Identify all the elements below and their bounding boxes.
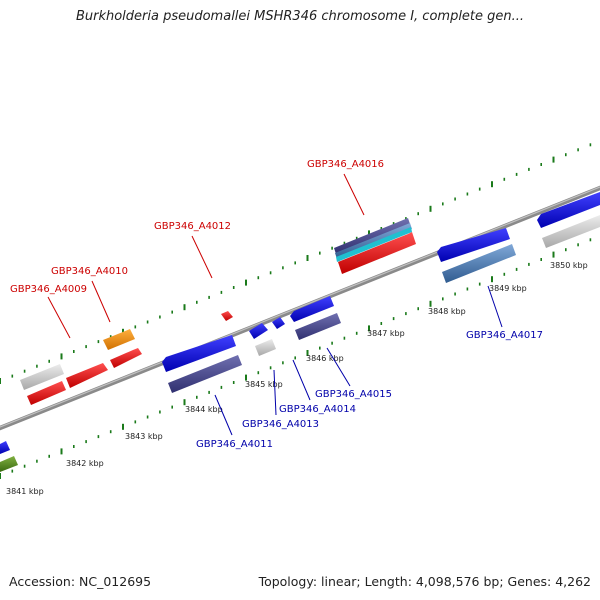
gene-arrow[interactable] [437,228,510,262]
accession-text: Accession: NC_012695 [9,574,152,589]
gene-arrow[interactable] [249,323,268,339]
gene-arrow[interactable] [103,329,135,350]
gene-label-a4015[interactable]: GBP346_A4015 [315,389,392,400]
gene-arrow[interactable] [162,335,236,372]
gene-arrow[interactable] [334,218,410,254]
chromosome-backbone [0,185,600,431]
callout-lines [47,173,503,436]
upper-tick-row [0,143,592,384]
scale-label: 3846 kbp [306,354,344,363]
gene-arrow[interactable] [442,244,516,283]
gene-label-a4009[interactable]: GBP346_A4009 [10,284,87,295]
gene-arrow[interactable] [295,313,341,340]
lower-tick-row [0,238,592,479]
gene-arrow[interactable] [542,215,600,248]
gene-arrow[interactable] [110,348,142,368]
gene-label-a4010[interactable]: GBP346_A4010 [51,266,128,277]
lower-strand-genes [0,192,600,472]
gene-arrow[interactable] [338,232,416,274]
scale-label: 3842 kbp [66,459,104,468]
gene-arrow[interactable] [272,317,285,329]
gene-label-a4017[interactable]: GBP346_A4017 [466,330,543,341]
gene-arrow[interactable] [66,363,108,388]
gene-arrow[interactable] [221,311,233,321]
map-title: Burkholderia pseudomallei MSHR346 chromo… [75,9,525,24]
gene-label-a4014[interactable]: GBP346_A4014 [279,404,356,415]
scale-label: 3845 kbp [245,380,283,389]
scale-label: 3848 kbp [428,307,466,316]
gene-label-a4013[interactable]: GBP346_A4013 [242,419,319,430]
scale-label: 3844 kbp [185,405,223,414]
gene-arrow[interactable] [255,339,276,356]
scale-label: 3849 kbp [489,284,527,293]
gene-arrow[interactable] [290,296,334,322]
gene-arrow[interactable] [20,364,64,390]
scale-label: 3843 kbp [125,432,163,441]
gene-arrow[interactable] [537,192,600,228]
gene-arrow[interactable] [336,227,412,262]
gene-arrow[interactable] [168,355,242,393]
kbp-scale-labels: 3841 kbp 3842 kbp 3843 kbp 3844 kbp 3845 kbp… [6,261,588,496]
scale-label: 3847 kbp [367,329,405,338]
gene-arrow[interactable] [0,456,18,472]
topology-summary-text: Topology: linear; Length: 4,098,576 bp; … [258,574,591,589]
gene-label-a4011[interactable]: GBP346_A4011 [196,439,273,450]
upper-strand-genes [20,215,600,405]
scale-label: 3841 kbp [6,487,44,496]
gene-label-a4016[interactable]: GBP346_A4016 [307,159,384,170]
gene-arrow[interactable] [0,441,10,454]
scale-label: 3850 kbp [550,261,588,270]
gene-label-a4012[interactable]: GBP346_A4012 [154,221,231,232]
gene-arrow[interactable] [27,381,66,405]
